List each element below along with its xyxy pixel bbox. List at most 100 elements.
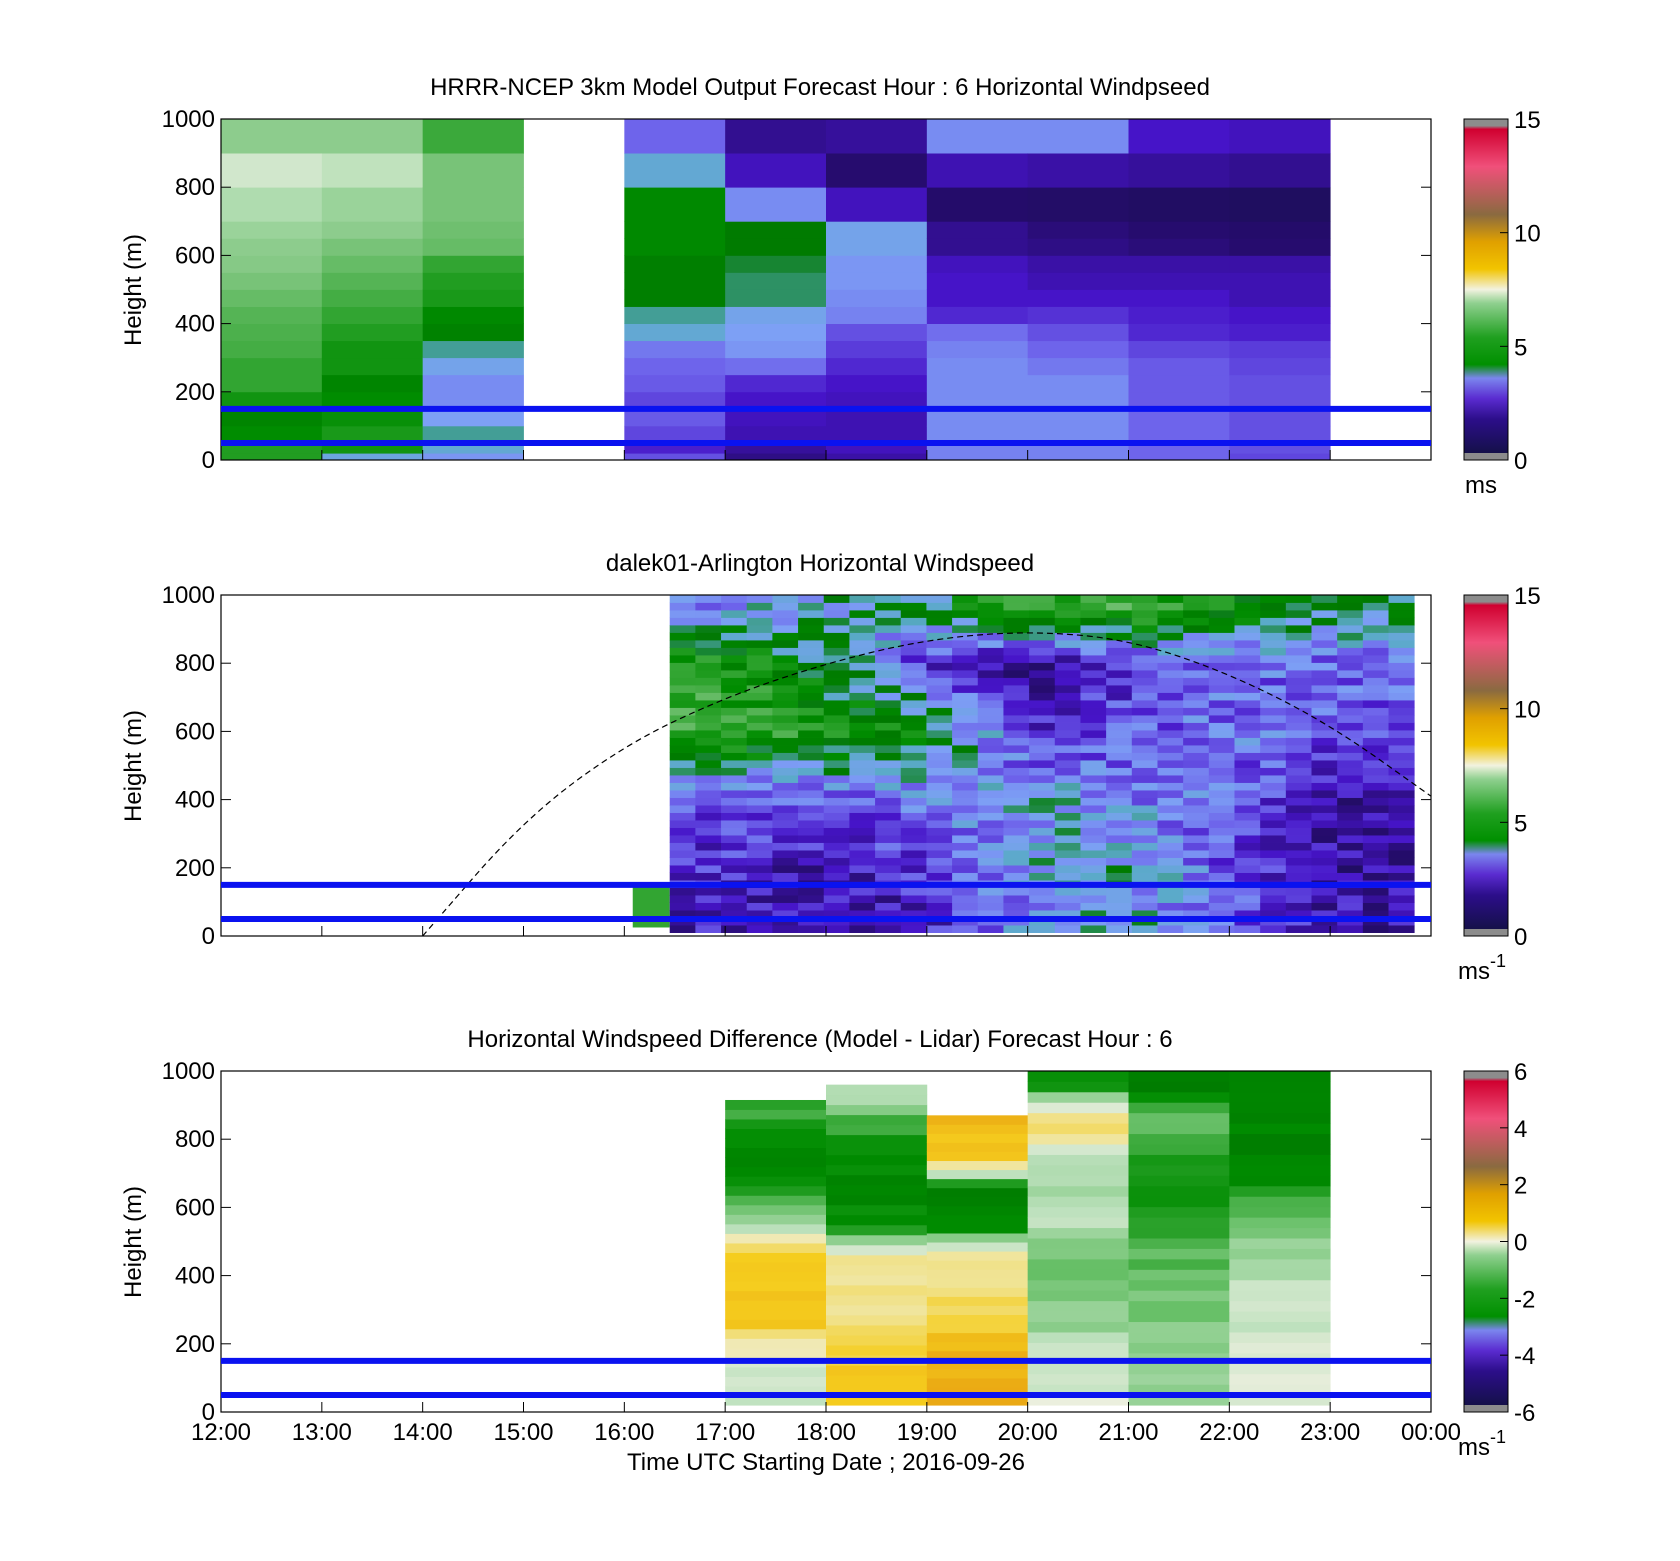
lidar-cell: [875, 790, 902, 798]
lidar-cell: [695, 820, 722, 828]
lidar-cell: [849, 812, 876, 821]
lidar-cell: [746, 805, 773, 813]
lidar-cell: [1106, 775, 1133, 783]
difference-cell: [725, 1138, 827, 1149]
lidar-cell: [1131, 797, 1158, 806]
lidar-cell: [977, 640, 1004, 648]
lidar-cell: [1260, 857, 1287, 866]
lidar-cell: [1003, 857, 1030, 866]
model-cell: [321, 255, 424, 273]
lidar-cell: [1183, 677, 1210, 686]
model-cell: [624, 289, 726, 307]
model-cell: [221, 357, 323, 376]
model-cell: [1128, 119, 1230, 154]
lidar-cell: [823, 790, 850, 798]
lidar-cell: [772, 895, 799, 903]
difference-cell: [926, 1178, 1029, 1189]
lidar-cell: [1311, 820, 1338, 828]
panel-model-title: HRRR-NCEP 3km Model Output Forecast Hour…: [430, 74, 1210, 101]
lidar-cell: [952, 872, 979, 881]
lidar-cell: [721, 685, 748, 693]
lidar-cell: [1337, 850, 1364, 858]
lidar-cell: [721, 692, 748, 701]
difference-cell: [826, 1395, 928, 1406]
lidar-cell: [1337, 700, 1364, 708]
lidar-cell: [1029, 797, 1056, 806]
lidar-cell: [952, 595, 979, 603]
lidar-cell: [1285, 887, 1312, 896]
model-cell: [826, 153, 928, 188]
lidar-cell: [875, 632, 902, 641]
lidar-cell: [1208, 805, 1235, 813]
model-cell: [1027, 442, 1129, 454]
lidar-cell: [798, 850, 825, 858]
lidar-cell: [900, 835, 927, 843]
difference-cell: [926, 1214, 1029, 1225]
model-cell: [1128, 442, 1230, 454]
lidar-cell: [1106, 745, 1133, 753]
lidar-cell: [772, 835, 799, 843]
lidar-cell: [1003, 835, 1030, 843]
difference-cell: [1027, 1363, 1129, 1375]
lidar-cell: [1131, 722, 1158, 731]
lidar-cell: [1054, 632, 1081, 641]
lidar-cell: [721, 820, 748, 828]
lidar-cell: [1311, 925, 1338, 933]
lidar-cell: [798, 895, 825, 903]
lidar-cell: [1054, 850, 1081, 858]
lidar-cell: [1337, 902, 1364, 911]
lidar-cell: [721, 670, 748, 678]
lidar-cell: [926, 902, 953, 911]
lidar-cell: [1208, 925, 1235, 933]
lidar-cell: [1106, 640, 1133, 648]
lidar-cell: [1003, 617, 1030, 626]
lidar-cell: [1311, 887, 1338, 896]
lidar-cell: [798, 730, 825, 738]
lidar-cell: [1285, 677, 1312, 686]
difference-cell: [826, 1305, 928, 1316]
difference-cell: [926, 1359, 1029, 1370]
lidar-cell: [1080, 790, 1107, 798]
lidar-cell: [721, 700, 748, 708]
lidar-cell: [1388, 625, 1415, 633]
lidar-cell: [1003, 902, 1030, 911]
lidar-cell: [1131, 692, 1158, 701]
lidar-cell: [1106, 887, 1133, 896]
lidar-cell: [1260, 707, 1287, 716]
lidar-cell: [1260, 902, 1287, 911]
model-cell: [1027, 221, 1129, 239]
model-cell: [1027, 374, 1129, 393]
model-cell: [1229, 221, 1331, 239]
lidar-cell: [1234, 602, 1261, 611]
lidar-cell: [669, 670, 696, 678]
model-cell: [1027, 187, 1129, 222]
lidar-cell: [669, 790, 696, 798]
lidar-cell: [669, 797, 696, 806]
difference-cell: [1229, 1091, 1331, 1103]
lidar-cell: [1131, 865, 1158, 873]
model-cell: [1229, 306, 1331, 324]
lidar-cell: [1234, 782, 1261, 791]
lidar-cell: [1029, 640, 1056, 648]
model-cell: [321, 119, 424, 154]
lidar-cell: [977, 670, 1004, 678]
lidar-cell: [1131, 827, 1158, 836]
lidar-cell: [721, 775, 748, 783]
lidar-cell: [1208, 692, 1235, 701]
difference-cell: [1027, 1300, 1129, 1312]
lidar-cell: [1388, 737, 1415, 746]
lidar-cell: [772, 925, 799, 933]
lidar-cell: [1054, 610, 1081, 618]
model-cell: [926, 340, 1029, 359]
lidar-cell: [1234, 910, 1261, 918]
lidar-cell: [875, 722, 902, 731]
lidar-cell: [977, 692, 1004, 701]
lidar-cell: [1003, 640, 1030, 648]
lidar-cell: [1029, 655, 1056, 663]
lidar-cell: [1080, 902, 1107, 911]
lidar-cell: [772, 677, 799, 686]
difference-cell: [725, 1204, 827, 1215]
lidar-cell: [977, 677, 1004, 686]
lidar-cell: [746, 700, 773, 708]
lidar-cell: [977, 835, 1004, 843]
